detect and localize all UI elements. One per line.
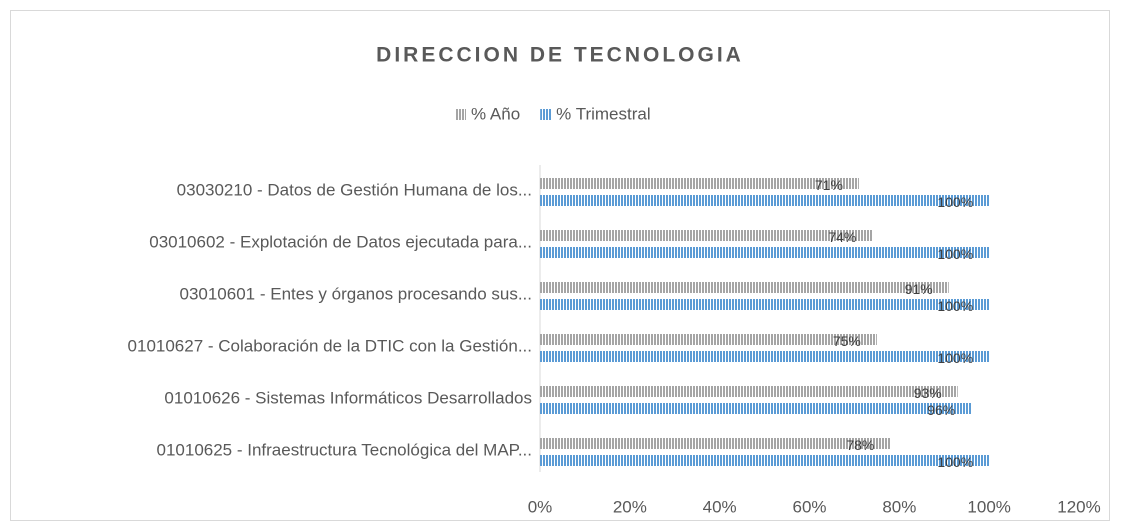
chart-title: DIRECCION DE TECNOLOGIA — [376, 44, 744, 67]
bar — [540, 195, 990, 206]
bar — [540, 230, 873, 241]
bar — [540, 282, 949, 293]
data-label: 91% — [905, 281, 933, 297]
data-label: 100% — [937, 454, 973, 470]
chart-frame — [10, 10, 1110, 521]
x-tick-label: 120% — [1057, 497, 1100, 516]
x-tick-label: 100% — [967, 497, 1010, 516]
x-tick-label: 0% — [528, 497, 553, 516]
x-tick-label: 20% — [613, 497, 647, 516]
legend-swatch — [455, 109, 466, 120]
data-label: 100% — [937, 298, 973, 314]
bar — [540, 386, 958, 397]
data-label: 78% — [846, 437, 874, 453]
data-label: 75% — [833, 333, 861, 349]
data-label: 74% — [828, 229, 856, 245]
bar — [540, 455, 990, 466]
y-tick-label: 01010625 - Infraestructura Tecnológica d… — [157, 440, 533, 459]
legend-swatch — [540, 109, 552, 120]
data-label: 96% — [927, 402, 955, 418]
data-label: 100% — [937, 246, 973, 262]
bar — [540, 438, 891, 449]
bar — [540, 334, 877, 345]
legend-label: % Año — [471, 104, 520, 123]
y-tick-label: 01010626 - Sistemas Informáticos Desarro… — [164, 388, 532, 407]
y-tick-label: 03030210 - Datos de Gestión Humana de lo… — [177, 180, 532, 199]
y-tick-label: 03010601 - Entes y órganos procesando su… — [179, 284, 532, 303]
bar — [540, 178, 859, 189]
legend-label: % Trimestral — [556, 104, 650, 123]
x-tick-label: 40% — [703, 497, 737, 516]
y-tick-label: 03010602 - Explotación de Datos ejecutad… — [149, 232, 532, 251]
data-label: 100% — [937, 194, 973, 210]
data-label: 93% — [914, 385, 942, 401]
bar — [540, 247, 990, 258]
bar — [540, 299, 990, 310]
x-tick-label: 80% — [882, 497, 916, 516]
x-tick-label: 60% — [792, 497, 826, 516]
data-label: 100% — [937, 350, 973, 366]
bar — [540, 351, 990, 362]
y-tick-label: 01010627 - Colaboración de la DTIC con l… — [128, 336, 532, 355]
bar — [540, 403, 972, 414]
data-label: 71% — [815, 177, 843, 193]
